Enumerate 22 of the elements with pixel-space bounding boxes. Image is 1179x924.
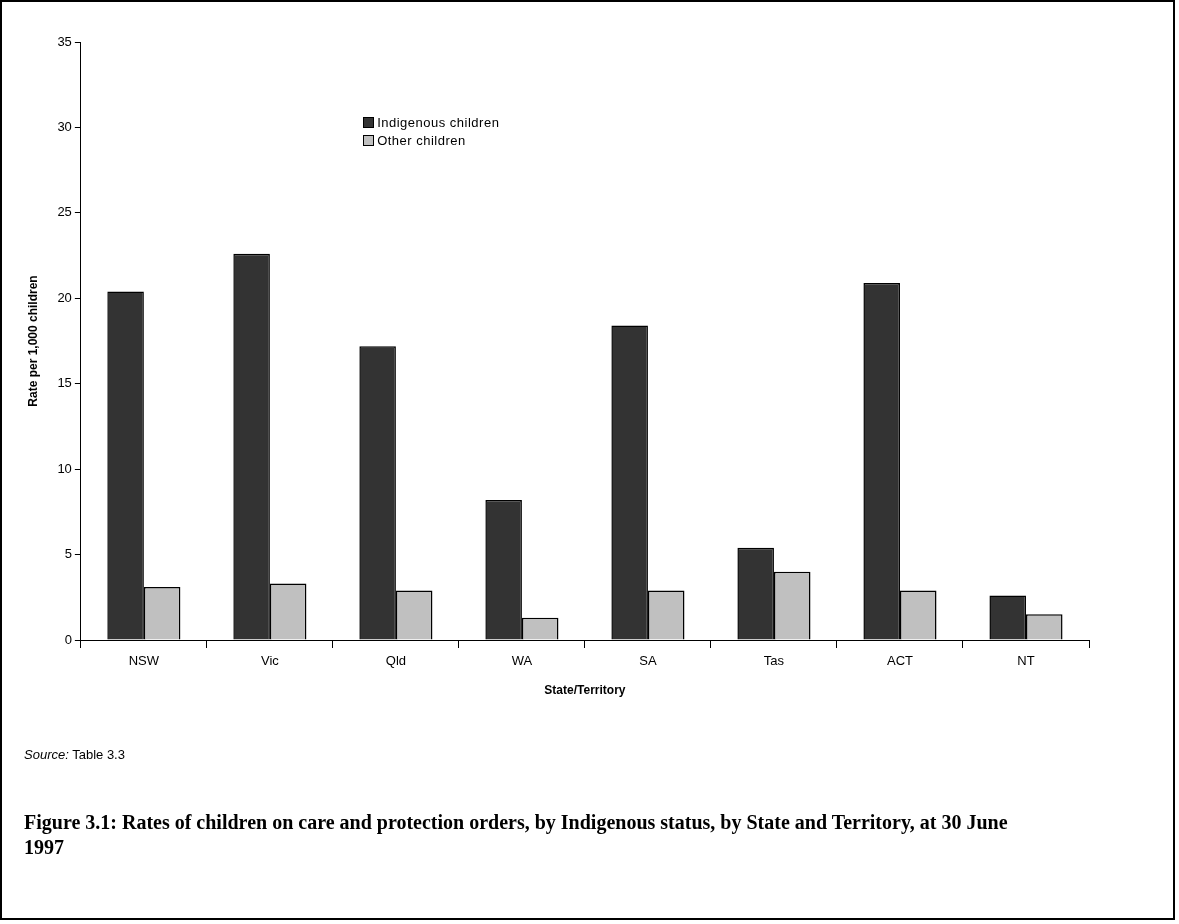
x-tick-label: ACT: [886, 653, 914, 669]
x-axis-title: State/Territory: [544, 683, 626, 698]
x-tick-label: NT: [1017, 653, 1035, 669]
x-tick-label: NSW: [128, 653, 160, 669]
x-tick-label: SA: [639, 653, 657, 669]
x-tick-label: Tas: [763, 653, 785, 669]
y-tick-label: 10: [57, 460, 72, 476]
x-tick-label: Qld: [385, 653, 407, 669]
legend-label: Other children: [377, 133, 466, 149]
x-tick-label: WA: [511, 653, 533, 669]
y-tick-label: 25: [57, 204, 72, 220]
x-tick-label: Vic: [260, 653, 280, 669]
y-tick-label: 30: [57, 119, 72, 135]
y-tick-label: 15: [57, 375, 72, 391]
y-axis-title: Rate per 1,000 children: [25, 275, 40, 407]
y-tick-label: 20: [57, 289, 72, 305]
source-note: Source: Table 3.3: [24, 747, 125, 762]
legend-label: Indigenous children: [377, 115, 500, 131]
y-tick-label: 5: [64, 546, 72, 562]
text: Figure 3.1: Rates of children on care and protection orders, by Indigenous status, by State and Territory, at 30 June 1997: [24, 810, 1009, 860]
y-tick-label: 0: [64, 631, 72, 647]
y-tick-label: 35: [57, 33, 72, 49]
